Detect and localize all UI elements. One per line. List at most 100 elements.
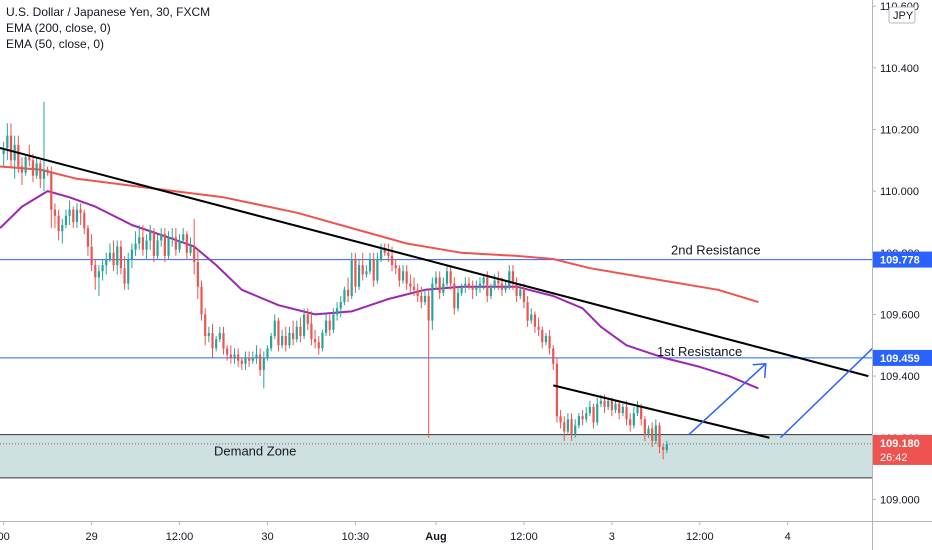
candle-body xyxy=(662,447,665,451)
projection-arrow xyxy=(688,363,767,436)
candle-body xyxy=(431,283,434,321)
candle-body xyxy=(204,314,207,337)
candle-body xyxy=(350,258,353,296)
candle-body xyxy=(226,348,229,355)
demand-zone-box xyxy=(0,434,872,478)
price-tag-label: 109.778 xyxy=(880,255,920,267)
candle-body xyxy=(240,360,243,364)
time-tick-label: 12:00 xyxy=(166,531,194,543)
trendline xyxy=(553,384,770,439)
time-tick-label: 29 xyxy=(85,531,97,543)
candle-body xyxy=(24,157,27,173)
candle-body xyxy=(255,354,258,358)
demand-zone-label: Demand Zone xyxy=(214,444,296,459)
candle-body xyxy=(365,271,368,275)
candle-body xyxy=(310,323,313,340)
price-tag xyxy=(873,434,932,465)
candle-body xyxy=(266,348,269,358)
candle-body xyxy=(427,295,430,321)
candle-body xyxy=(94,265,97,278)
candle-body xyxy=(123,268,126,284)
candle-body xyxy=(324,320,328,333)
candle-body xyxy=(379,249,383,259)
candle-body xyxy=(163,234,166,256)
trendline xyxy=(0,147,869,378)
candle-body xyxy=(515,283,518,296)
candle-body xyxy=(354,258,357,287)
candle-body xyxy=(409,283,412,287)
candle-body xyxy=(108,252,112,259)
candle-body xyxy=(372,258,375,281)
candle-body xyxy=(526,302,529,321)
candle-body xyxy=(288,332,291,346)
candle-body xyxy=(387,252,390,256)
price-tick-label: 109.000 xyxy=(880,494,920,506)
candle-body xyxy=(475,286,478,290)
candle-body xyxy=(160,234,163,241)
candle-body xyxy=(361,265,364,275)
candle-body xyxy=(31,160,35,176)
candle-body xyxy=(555,363,559,417)
price-tick-label: 109.600 xyxy=(880,309,920,321)
candle-body xyxy=(401,271,405,281)
countdown-label: 26:42 xyxy=(880,452,908,464)
candle-body xyxy=(665,443,668,451)
candle-body xyxy=(504,286,507,290)
candle-body xyxy=(20,166,24,173)
candle-body xyxy=(171,237,174,239)
candle-body xyxy=(152,231,155,256)
candle-body xyxy=(313,339,317,343)
candle-body xyxy=(200,286,203,315)
candle-body xyxy=(303,314,306,337)
candle-body xyxy=(574,425,577,435)
candle-body xyxy=(511,271,515,284)
candle-body xyxy=(467,283,471,287)
candle-body xyxy=(145,240,148,250)
candle-body xyxy=(577,416,580,426)
candle-body xyxy=(581,416,584,420)
candle-body xyxy=(6,135,9,148)
candle-body xyxy=(193,246,196,263)
time-axis[interactable]: 00 29 12:00 30 10:30 Aug 12:00 3 12:00 4 xyxy=(0,521,932,550)
price-tag-label: 109.459 xyxy=(880,353,920,365)
price-tick-label: 109.400 xyxy=(880,371,920,383)
time-axis-bg xyxy=(0,521,872,550)
candle-body xyxy=(119,246,123,269)
candle-body xyxy=(233,354,236,358)
candle-body xyxy=(207,332,210,337)
candle-body xyxy=(2,147,5,155)
price-axis[interactable]: 110.600110.400110.200110.000109.800109.6… xyxy=(872,0,932,550)
candle-body xyxy=(522,289,526,303)
candle-body xyxy=(277,320,280,346)
candle-body xyxy=(651,428,654,441)
candle-body xyxy=(244,357,247,364)
candle-body xyxy=(116,246,119,266)
candle-body xyxy=(281,336,284,346)
candle-body xyxy=(284,336,287,346)
candle-body xyxy=(259,354,262,370)
price-tag xyxy=(873,251,932,268)
currency-label: JPY xyxy=(893,10,914,22)
candle-body xyxy=(17,144,20,167)
legend-symbol: U.S. Dollar / Japanese Yen, 30, FXCM xyxy=(6,5,211,19)
candle-body xyxy=(270,336,273,349)
candle-body xyxy=(519,289,522,296)
legend-ema50: EMA (50, close, 0) xyxy=(6,37,105,51)
candle-body xyxy=(610,400,613,411)
candle-body xyxy=(493,280,496,287)
candle-body xyxy=(35,163,38,176)
candle-body xyxy=(654,425,657,441)
ema200-line xyxy=(0,165,759,304)
candle-body xyxy=(460,286,463,293)
chart-legend: U.S. Dollar / Japanese Yen, 30, FXCM EMA… xyxy=(6,4,210,52)
candle-body xyxy=(398,268,401,281)
candle-body xyxy=(390,255,394,266)
candle-body xyxy=(438,277,441,293)
candle-body xyxy=(251,357,254,361)
candle-body xyxy=(420,295,423,303)
time-tick-label: 3 xyxy=(609,531,615,543)
candle-body xyxy=(42,169,46,179)
candle-body xyxy=(295,326,298,340)
candle-body xyxy=(156,240,159,256)
